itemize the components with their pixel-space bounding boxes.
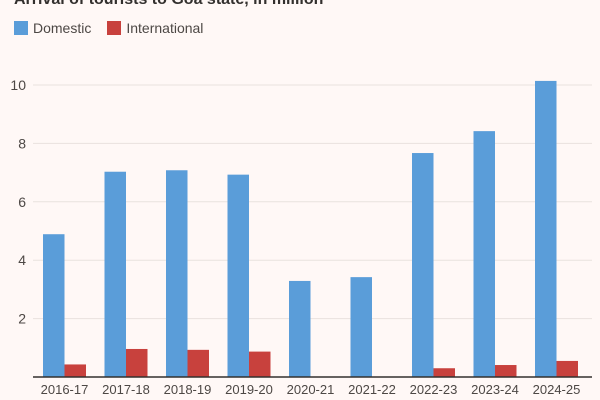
y-tick-label: 8	[18, 135, 26, 151]
x-tick-label: 2022-23	[410, 382, 458, 397]
bar-international	[495, 365, 517, 377]
bar-international	[556, 360, 578, 377]
x-tick-label: 2019-20	[225, 382, 273, 397]
bar-domestic	[166, 170, 188, 377]
legend-swatch-international	[107, 21, 122, 35]
bar-international	[64, 364, 86, 377]
chart-title: Arrival of tourists to Goa state, in mil…	[14, 0, 323, 9]
legend: Domestic International	[14, 20, 203, 36]
legend-international: International	[107, 20, 203, 36]
y-tick-label: 2	[18, 311, 26, 327]
y-tick-label: 4	[18, 252, 26, 268]
bar-domestic	[104, 171, 126, 377]
bar-domestic	[473, 131, 495, 377]
x-tick-label: 2020-21	[287, 382, 335, 397]
bar-domestic	[227, 174, 249, 377]
legend-domestic: Domestic	[14, 20, 91, 36]
bar-domestic	[289, 280, 311, 377]
legend-label: International	[126, 20, 204, 36]
bar-domestic	[350, 277, 372, 377]
bar-international	[187, 349, 209, 377]
y-tick-label: 10	[10, 77, 26, 93]
x-tick-label: 2017-18	[102, 382, 150, 397]
bar-international	[433, 368, 455, 377]
bar-domestic	[535, 80, 557, 378]
bar-domestic	[412, 153, 434, 377]
x-tick-label: 2024-25	[533, 382, 581, 397]
bar-domestic	[43, 234, 65, 377]
x-tick-label: 2023-24	[471, 382, 519, 397]
x-tick-label: 2016-17	[41, 382, 89, 397]
bar-international	[126, 348, 148, 377]
legend-label: Domestic	[33, 20, 92, 36]
y-tick-label: 6	[18, 194, 26, 210]
bar-international	[249, 351, 271, 377]
legend-swatch-domestic	[14, 21, 28, 35]
x-tick-label: 2018-19	[164, 382, 212, 397]
x-tick-label: 2021-22	[348, 382, 396, 397]
